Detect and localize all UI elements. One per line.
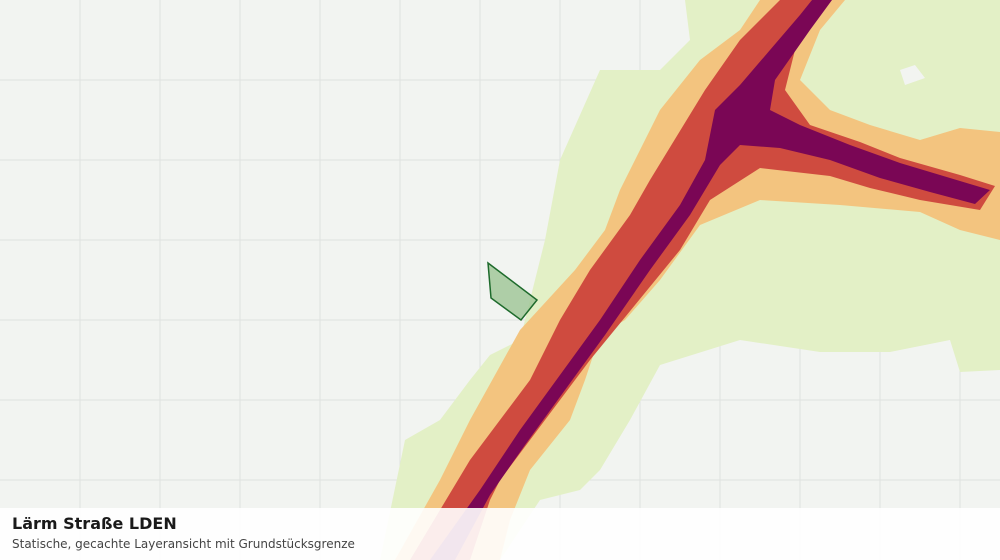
noise-zone-high [410,0,995,560]
clearing [900,65,925,85]
layer-title: Lärm Straße LDEN [12,514,177,533]
layer-subtitle: Statische, gecachte Layeransicht mit Gru… [12,537,355,551]
map-caption: Lärm Straße LDEN Statische, gecachte Lay… [0,508,1000,560]
parcel-boundary[interactable] [487,261,539,322]
